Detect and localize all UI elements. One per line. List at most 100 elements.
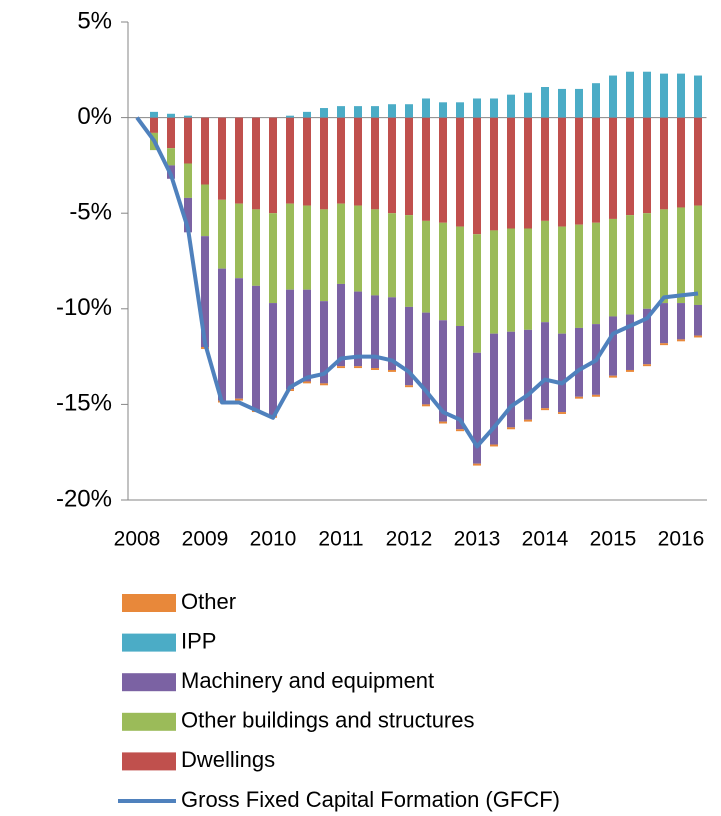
bar <box>201 117 209 185</box>
bar <box>626 71 634 118</box>
bar <box>677 73 685 118</box>
bar <box>388 297 396 370</box>
bar <box>439 102 447 118</box>
y-tick-label: -10% <box>56 294 112 321</box>
bar <box>320 301 328 384</box>
bar <box>677 303 685 340</box>
x-tick-label: 2008 <box>114 528 161 551</box>
legend-swatch <box>122 712 176 731</box>
x-tick-label: 2015 <box>590 528 637 551</box>
bar <box>422 404 430 407</box>
bar <box>422 220 430 313</box>
bar <box>643 71 651 118</box>
bar <box>354 205 362 292</box>
bar <box>286 117 294 204</box>
bar <box>626 215 634 315</box>
bar <box>524 117 532 229</box>
bar <box>490 333 498 445</box>
bar <box>694 205 702 305</box>
bar <box>558 88 566 118</box>
bar <box>558 226 566 334</box>
bar <box>456 117 464 227</box>
bar <box>303 381 311 384</box>
bar <box>303 117 311 206</box>
bar <box>388 117 396 214</box>
bar <box>167 117 175 149</box>
bar <box>405 117 413 216</box>
bar <box>694 335 702 338</box>
legend-swatch <box>122 673 176 692</box>
bar <box>592 117 600 223</box>
bar <box>524 92 532 118</box>
bar <box>507 427 515 430</box>
bar <box>354 291 362 367</box>
bar <box>167 148 175 166</box>
bar <box>626 117 634 216</box>
bar <box>626 369 634 372</box>
bar <box>337 106 345 118</box>
bar <box>354 106 362 118</box>
bar <box>558 333 566 413</box>
y-tick-label: 5% <box>77 7 112 34</box>
bar <box>456 326 464 430</box>
bar <box>320 383 328 386</box>
bar <box>354 117 362 206</box>
bar <box>507 117 515 229</box>
bar <box>235 398 243 401</box>
bar <box>609 117 617 219</box>
bar <box>235 203 243 279</box>
x-tick-label: 2013 <box>454 528 501 551</box>
bar <box>507 94 515 118</box>
bar <box>201 236 209 348</box>
bar <box>439 320 447 422</box>
bar <box>609 218 617 317</box>
bar <box>371 106 379 118</box>
bar <box>490 230 498 334</box>
bar <box>643 117 651 214</box>
bar <box>456 226 464 327</box>
bar <box>660 117 668 210</box>
bar <box>456 102 464 118</box>
bar <box>235 117 243 204</box>
bar <box>422 117 430 221</box>
bar <box>473 234 481 353</box>
bar <box>558 117 566 227</box>
bar <box>371 295 379 369</box>
y-tick-label: -15% <box>56 390 112 417</box>
bar <box>422 312 430 405</box>
x-tick-label: 2014 <box>522 528 569 551</box>
y-tick-label: -20% <box>56 485 112 512</box>
bar <box>473 463 481 466</box>
bar <box>184 117 192 164</box>
bar <box>286 289 294 390</box>
bar <box>337 117 345 204</box>
bar <box>660 209 668 304</box>
bar <box>303 289 311 382</box>
legend-swatch <box>122 752 176 771</box>
bar <box>303 111 311 118</box>
bar <box>558 412 566 414</box>
bar <box>405 104 413 118</box>
bar <box>422 98 430 118</box>
bar <box>524 329 532 420</box>
bar <box>609 75 617 118</box>
bar <box>439 117 447 223</box>
bar <box>354 366 362 369</box>
y-tick-label: 0% <box>77 103 112 130</box>
bar <box>337 203 345 284</box>
bar <box>388 104 396 118</box>
bar <box>575 327 583 397</box>
legend-label: Machinery and equipment <box>181 668 434 693</box>
legend-label: Other buildings and structures <box>181 708 475 733</box>
bar <box>592 83 600 118</box>
bar <box>388 213 396 298</box>
bar <box>456 429 464 432</box>
bar <box>286 203 294 290</box>
bar <box>269 117 277 214</box>
bar <box>643 308 651 365</box>
bar <box>592 222 600 325</box>
bar <box>694 75 702 118</box>
bar <box>320 117 328 210</box>
bar <box>371 117 379 210</box>
bar <box>626 314 634 370</box>
